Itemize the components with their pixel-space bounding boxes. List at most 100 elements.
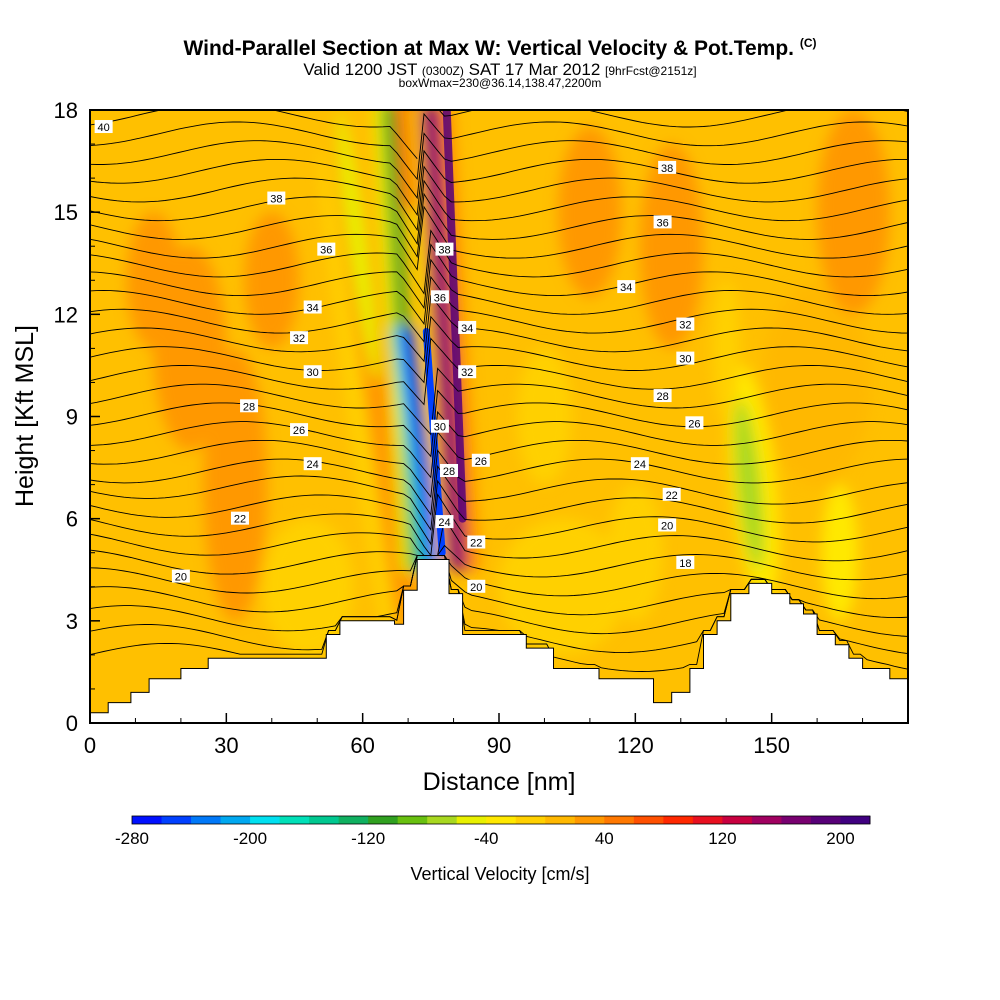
contour-label: 32 [458, 365, 477, 379]
contour-label-bg [458, 320, 477, 334]
contour-label-bg [617, 280, 636, 294]
x-axis: 0 30 60 90 120 150 [84, 713, 864, 758]
contour-label-text: 32 [461, 367, 473, 379]
contour-label: 26 [290, 423, 309, 437]
x-tick-label: 120 [617, 733, 654, 758]
isentrope-line [90, 410, 908, 479]
colorbar-swatch [781, 816, 812, 824]
contour-label-text: 30 [679, 354, 691, 366]
terrain [90, 559, 908, 723]
contour-label-text: 26 [475, 456, 487, 468]
x-tick-label: 0 [84, 733, 96, 758]
isentrope-line [90, 205, 908, 271]
contour-label-bg [94, 120, 113, 134]
contour-label-text: 22 [234, 514, 246, 526]
contour-label-text: 22 [470, 538, 482, 550]
colorbar-swatch [250, 816, 281, 824]
x-tick-label: 60 [350, 733, 374, 758]
contour-labels: 40 38 36 34 32 30 28 26 24 22 20 38 36 34 32 30 28 26 24 22… [94, 120, 704, 594]
contour-label-bg [676, 555, 695, 569]
contour-label-bg [440, 463, 459, 477]
contour-label-bg [685, 416, 704, 430]
contour-label-text: 34 [307, 303, 319, 315]
contour-label-bg [290, 331, 309, 345]
contour-label-text: 20 [175, 572, 187, 584]
colorbar-swatch [338, 816, 369, 824]
velocity-blob [734, 399, 764, 570]
isentrope-line [90, 516, 908, 562]
contour-label-text: 28 [656, 391, 668, 403]
colorbar-swatch [574, 816, 605, 824]
contour-label: 22 [467, 535, 486, 550]
valid-date: SAT 17 Mar 2012 [468, 60, 601, 79]
isentrope-line [90, 149, 908, 217]
contour-label: 18 [676, 555, 695, 570]
contour-label: 26 [685, 416, 704, 430]
colorbar-swatch [397, 816, 428, 824]
isentrope-line [90, 112, 908, 181]
velocity-core-band [416, 110, 451, 570]
isentrope-line [90, 389, 908, 458]
velocity-blob [262, 518, 354, 655]
colorbar-swatch [810, 816, 841, 824]
contour-label-text: 34 [461, 323, 473, 335]
colorbar-swatch [545, 816, 576, 824]
isentrope-line [90, 132, 908, 200]
chart-title-main: Wind-Parallel Section at Max W: Vertical… [183, 37, 794, 60]
y-tick-label: 0 [66, 711, 78, 736]
contour-label-bg [230, 511, 249, 525]
contour-label: 36 [653, 215, 672, 229]
velocity-blob [337, 111, 380, 382]
contour-label-bg [658, 518, 677, 532]
contour-label-text: 20 [661, 520, 673, 532]
contour-label-bg [290, 423, 309, 437]
colorbar-swatch [456, 816, 487, 824]
contour-label-bg [676, 351, 695, 365]
contour-label-bg [653, 215, 672, 229]
contour-label-text: 36 [656, 217, 668, 229]
y-tick-label: 6 [66, 507, 78, 532]
chart-title: Wind-Parallel Section at Max W: Vertical… [0, 36, 1000, 61]
colorbar-swatch [309, 816, 340, 824]
isentrope-line [90, 294, 908, 363]
y-tick-label: 18 [54, 98, 78, 123]
contour-label-text: 22 [666, 490, 678, 502]
colorbar-swatch [840, 816, 871, 824]
contour-label-bg [630, 457, 649, 471]
isentrope-line [90, 493, 908, 557]
isentrope-line [90, 192, 908, 259]
contour-label: 34 [617, 280, 636, 294]
isentrope-line [90, 179, 908, 246]
contour-label-text: 38 [661, 163, 673, 175]
colorbar-swatch [604, 816, 635, 824]
colorbar-swatch [161, 816, 192, 824]
contour-label-bg [430, 419, 449, 433]
contour-label: 30 [676, 351, 695, 366]
valid-zulu: (0300Z) [421, 64, 464, 78]
contour-label: 34 [458, 320, 477, 335]
isentrope-line [90, 544, 908, 581]
contour-label-text: 26 [688, 418, 700, 430]
contour-label: 32 [676, 317, 695, 332]
x-axis-label: Distance [nm] [423, 768, 576, 796]
colorbar-swatch [279, 816, 310, 824]
box-info: boxWmax=230@36.14,138.47,2200m [398, 76, 602, 90]
isentrope-line [90, 258, 908, 326]
copyright-mark: (C) [799, 36, 817, 50]
colorbar-swatch [722, 816, 753, 824]
contour-label-bg [303, 300, 322, 314]
colorbar-swatch [486, 816, 517, 824]
contour-label-bg [662, 487, 681, 501]
contour-label-bg [435, 515, 454, 529]
contour-label-bg [676, 317, 695, 331]
chart-subtitle: Valid 1200 JST (0300Z) SAT 17 Mar 2012 [… [0, 60, 1000, 80]
colorbar-tick-label: -200 [233, 829, 267, 848]
isentrope-line [90, 315, 908, 384]
y-tick-label: 15 [54, 200, 78, 225]
contour-label-bg [435, 242, 454, 256]
isentrope-line [90, 275, 908, 343]
colorbar-frame [131, 815, 871, 825]
colorbar-tick-label: 200 [826, 829, 854, 848]
contour-label: 28 [653, 389, 672, 403]
colorbar-swatch [633, 816, 664, 824]
